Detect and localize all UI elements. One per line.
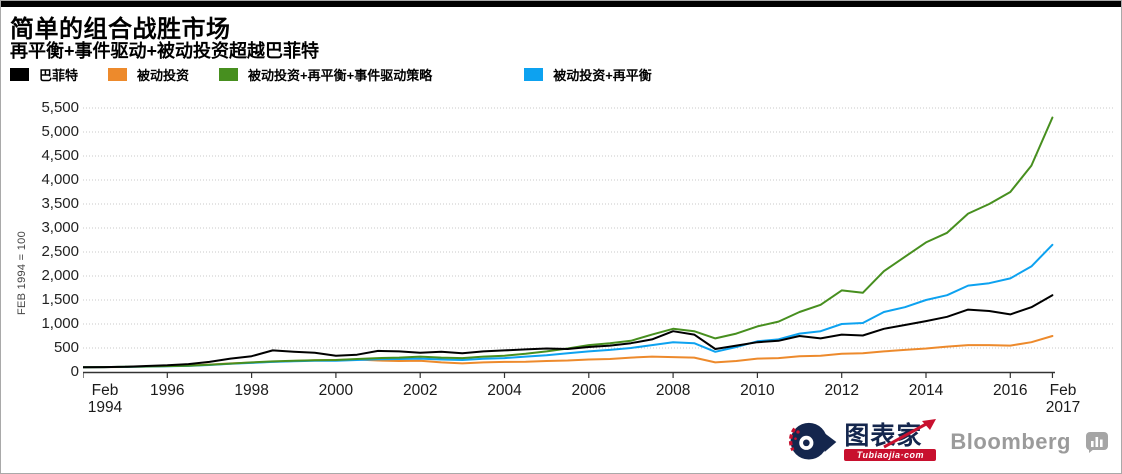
legend-swatch-orange [108,68,128,81]
y-tick-label: 1,500 [41,291,79,308]
y-axis-tick-labels: 0 500 1,000 1,500 2,000 2,500 3,000 3,500 4,000 4… [1,1,81,473]
top-black-bar [1,1,1121,7]
y-tick-label: 5,500 [41,99,79,116]
tubiaojia-arrow-icon [883,419,937,449]
footer-logos: 图表家 Tubiaojia·com Bloomberg [788,416,1109,468]
y-tick-label: 2,500 [41,243,79,260]
tubiaojia-logo: 图表家 Tubiaojia·com [788,418,937,466]
legend-swatch-blue [524,68,544,81]
x-tick-label: 2014 [909,382,944,399]
y-tick-label: 3,000 [41,219,79,236]
legend-item-combo: 被动投资+再平衡 [524,65,652,84]
tubiaojia-text-block: 图表家 Tubiaojia·com [844,419,937,461]
tubiaojia-name: 图表家 [844,422,923,450]
plot-area: Feb 1994 1996 1998 2000 2002 2004 2006 2008 2010 2… [83,107,1113,416]
y-tick-label: 500 [53,339,79,356]
legend-label: 被动投资+再平衡+事件驱动策略 [248,68,433,83]
y-tick-label: 4,000 [41,171,79,188]
x-tick-label: 2006 [572,382,606,399]
x-tick-label: 2016 [993,382,1027,399]
legend-label: 巴菲特 [39,68,79,83]
bloomberg-wordmark: Bloomberg [950,429,1071,454]
y-tick-label: 5,000 [41,123,79,140]
series-line-3 [83,243,1054,369]
x-tick-label: 2012 [824,382,858,399]
x-tick-label: 2000 [319,382,354,399]
x-tick-label: 2010 [740,382,775,399]
bloomberg-chart-icon [1086,432,1108,453]
series-line-1 [83,335,1054,369]
legend-label: 被动投资 [137,68,190,83]
legend-label: 被动投资+再平衡 [553,68,652,83]
legend-item-passive: 被动投资 [108,65,189,84]
legend-item-combo-event: 被动投资+再平衡+事件驱动策略 [219,65,432,84]
y-tick-label: 4,500 [41,147,79,164]
chart-subtitle: 再平衡+事件驱动+被动投资超越巴菲特 [10,41,320,61]
tubiaojia-head-icon [789,422,837,460]
y-tick-label: 1,000 [41,315,79,332]
legend-item-buffett: 巴菲特 [10,65,78,84]
series-line-0 [83,294,1054,369]
x-tick-label: Feb 1994 [88,382,123,416]
x-tick-label: 2002 [403,382,437,399]
x-tick-label: 1996 [150,382,184,399]
x-tick-label: 2004 [487,382,522,399]
y-tick-label: 2,000 [41,267,79,284]
series-line-2 [83,116,1054,369]
chart-title: 简单的组合战胜市场 [10,16,231,43]
legend-swatch-black [10,68,29,81]
legend: 巴菲特 被动投资 被动投资+再平衡+事件驱动策略 被动投资+再平衡 [10,65,682,84]
tubiaojia-domain: Tubiaojia·com [844,449,937,461]
x-tick-label: 1998 [234,382,268,399]
x-tick-label: 2008 [656,382,690,399]
x-tick-label: Feb 2017 [1046,382,1080,416]
y-tick-label: 0 [70,363,79,380]
y-tick-label: 3,500 [41,195,79,212]
legend-swatch-green [219,68,239,81]
